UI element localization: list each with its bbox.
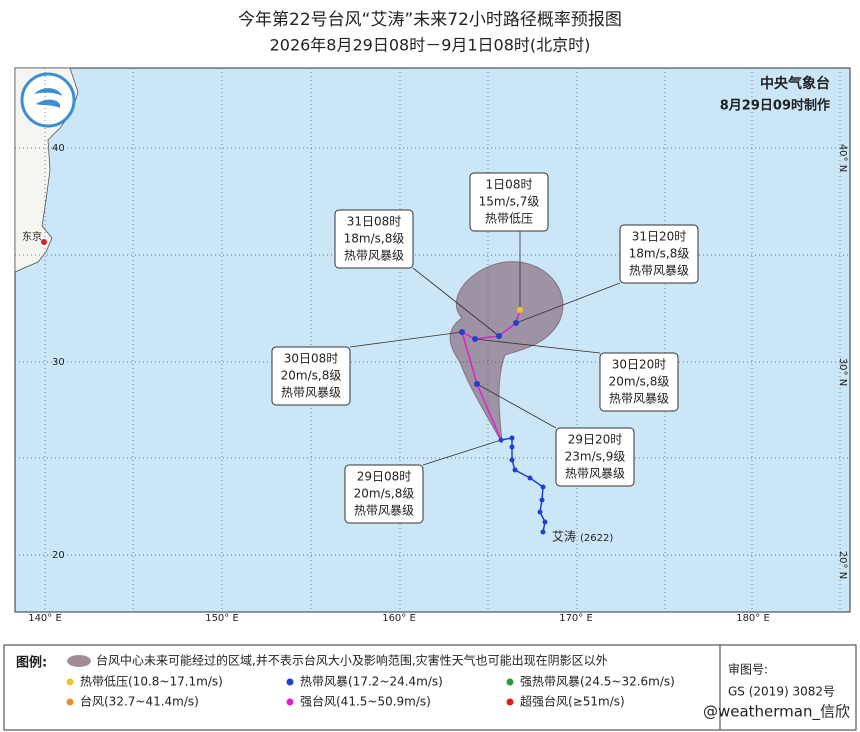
legend-dot	[66, 698, 74, 706]
leader-line	[422, 439, 502, 466]
forecast-point	[496, 333, 502, 339]
callout-wind: 20m/s,8级	[354, 487, 415, 501]
legend	[3, 644, 857, 731]
callout-box	[344, 464, 424, 524]
track-point	[509, 435, 515, 441]
lat-label: 30	[52, 357, 65, 368]
typhoon-id: (2622)	[580, 533, 613, 544]
leader-line	[476, 383, 557, 429]
legend-item: 强热带风暴(24.5~32.6m/s)	[520, 675, 675, 689]
callout-wind: 18m/s,8级	[344, 232, 405, 246]
callout-box	[555, 427, 635, 487]
leader-line	[412, 267, 500, 337]
lon-label: 140° E	[28, 613, 62, 624]
lat-label: 30° N	[837, 358, 848, 386]
map	[14, 67, 851, 613]
forecast-point	[459, 329, 465, 335]
track-point	[498, 437, 504, 443]
forecast-point	[474, 381, 480, 387]
legend-item: 热带风暴(17.2~24.4m/s)	[300, 675, 443, 689]
callout-wind: 20m/s,8级	[281, 369, 342, 383]
track-point	[542, 519, 548, 525]
probability-cone	[449, 261, 564, 444]
track-point	[540, 529, 546, 535]
callout-box	[469, 172, 549, 232]
approval-number: GS (2019) 3082号	[728, 685, 835, 699]
callout-time: 29日20时	[568, 433, 623, 447]
callout-wind: 18m/s,8级	[629, 247, 690, 261]
lon-label: 180° E	[736, 613, 770, 624]
callout-box	[334, 209, 414, 269]
watermark: @weatherman_信欣	[703, 703, 850, 722]
legend-cone: 台风中心未来可能经过的区域,并不表示台风大小及影响范围,灾害性天气也可能出现在阴…	[96, 653, 608, 668]
forecast-point	[513, 320, 519, 326]
typhoon-name: 艾涛	[552, 529, 576, 544]
legend-frame	[3, 644, 857, 731]
track-point	[539, 497, 545, 503]
city-marker	[41, 239, 47, 245]
legend-title: 图例:	[16, 655, 47, 671]
lon-label: 160° E	[382, 613, 416, 624]
map-frame	[14, 67, 851, 613]
callout-time: 31日08时	[347, 215, 402, 229]
callout-time: 29日08时	[357, 470, 412, 484]
callout-wind: 20m/s,8级	[609, 375, 670, 389]
leader-line	[515, 282, 621, 324]
subtitle: 2026年8月29日08时－9月1日08时(北京时)	[270, 36, 591, 55]
approval-label: 审图号:	[728, 662, 768, 677]
track-point	[512, 467, 518, 473]
legend-dot	[286, 678, 294, 686]
title: 今年第22号台风“艾涛”未来72小时路径概率预报图	[238, 10, 622, 30]
callout-category: 热带风暴级	[565, 467, 625, 481]
issued-time: 8月29日09时制作	[720, 98, 830, 114]
lat-label: 40	[52, 143, 65, 154]
city-label: 东京	[22, 230, 42, 243]
agency: 中央气象台	[760, 75, 830, 92]
callout-category: 热带风暴级	[354, 504, 414, 518]
callout-category: 热带风暴级	[344, 249, 404, 263]
callout-category: 热带风暴级	[629, 264, 689, 278]
leader-line	[349, 331, 463, 348]
lon-label: 170° E	[559, 613, 593, 624]
leader-line	[474, 338, 601, 354]
callout-time: 30日20时	[612, 358, 667, 372]
legend-item: 热带低压(10.8~17.1m/s)	[80, 675, 223, 689]
forecast-point	[472, 336, 478, 342]
track-point	[509, 444, 515, 450]
legend-item: 超强台风(≥51m/s)	[520, 694, 625, 709]
track-point	[509, 457, 515, 463]
callout-category: 热带低压	[485, 212, 533, 226]
legend-dot	[286, 698, 294, 706]
callout-wind: 15m/s,7级	[479, 195, 540, 209]
callout-category: 热带风暴级	[609, 392, 669, 406]
legend-dot	[506, 678, 514, 686]
track-point	[537, 509, 543, 515]
track-point	[527, 475, 533, 481]
callout-time: 1日08时	[486, 178, 533, 192]
callout-box	[271, 346, 351, 406]
lat-label: 20	[52, 550, 65, 561]
lat-label: 20° N	[837, 551, 848, 579]
callout-box	[599, 352, 679, 412]
legend-item: 台风(32.7~41.4m/s)	[80, 694, 199, 709]
callout-wind: 23m/s,9级	[565, 450, 626, 464]
legend-dot	[66, 678, 74, 686]
callout-time: 31日20时	[632, 230, 687, 244]
track-point	[540, 484, 546, 490]
legend-dot	[506, 698, 514, 706]
lat-label: 40° N	[837, 144, 848, 172]
logo	[20, 72, 76, 128]
lon-label: 150° E	[205, 613, 239, 624]
cone-swatch	[67, 655, 91, 667]
callout-box	[619, 224, 699, 284]
callout-time: 30日08时	[284, 352, 339, 366]
legend-item: 强台风(41.5~50.9m/s)	[300, 694, 431, 709]
callout-category: 热带风暴级	[281, 386, 341, 400]
forecast-point	[517, 307, 523, 313]
